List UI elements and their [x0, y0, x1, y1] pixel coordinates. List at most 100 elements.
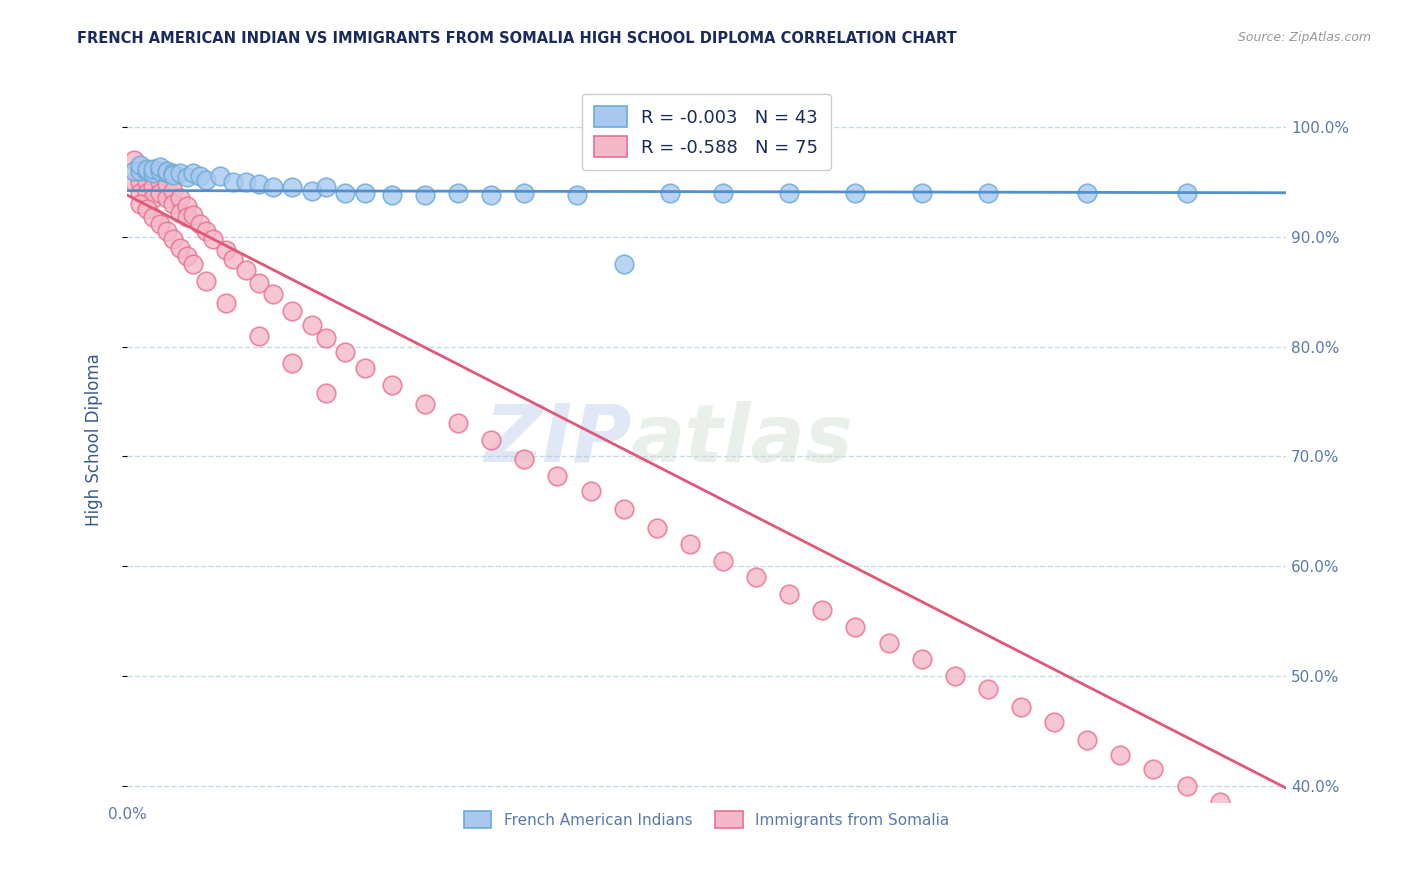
Point: [911, 186, 934, 200]
Point: [844, 186, 866, 200]
Point: [645, 521, 668, 535]
Text: atlas: atlas: [631, 401, 853, 479]
Point: [135, 161, 157, 176]
Point: [262, 286, 284, 301]
Point: [156, 163, 179, 178]
Point: [129, 196, 152, 211]
Point: [877, 636, 900, 650]
Point: [122, 175, 145, 189]
Point: [281, 304, 304, 318]
Point: [162, 184, 184, 198]
Point: [235, 262, 257, 277]
Text: FRENCH AMERICAN INDIAN VS IMMIGRANTS FROM SOMALIA HIGH SCHOOL DIPLOMA CORRELATIO: FRENCH AMERICAN INDIAN VS IMMIGRANTS FRO…: [77, 31, 957, 46]
Point: [579, 484, 602, 499]
Point: [195, 172, 218, 186]
Point: [162, 196, 184, 211]
Point: [135, 175, 157, 189]
Point: [149, 161, 172, 175]
Point: [195, 224, 218, 238]
Point: [315, 331, 337, 345]
Point: [222, 175, 245, 189]
Point: [479, 433, 502, 447]
Point: [222, 252, 245, 266]
Point: [315, 385, 337, 400]
Point: [1109, 747, 1132, 762]
Point: [911, 652, 934, 666]
Point: [335, 345, 357, 359]
Point: [176, 210, 198, 224]
Point: [162, 166, 184, 180]
Point: [142, 166, 165, 180]
Point: [315, 180, 337, 194]
Point: [613, 257, 636, 271]
Point: [247, 328, 270, 343]
Point: [977, 682, 1000, 697]
Point: [413, 396, 436, 410]
Point: [188, 217, 211, 231]
Point: [447, 417, 470, 431]
Point: [135, 186, 157, 200]
Point: [129, 163, 152, 178]
Point: [215, 243, 238, 257]
Point: [149, 217, 172, 231]
Point: [176, 199, 198, 213]
Point: [613, 502, 636, 516]
Point: [156, 177, 179, 191]
Point: [844, 619, 866, 633]
Text: ZIP: ZIP: [484, 401, 631, 479]
Point: [1209, 795, 1232, 809]
Point: [745, 570, 768, 584]
Point: [778, 186, 800, 200]
Point: [176, 249, 198, 263]
Point: [208, 169, 231, 184]
Point: [281, 356, 304, 370]
Point: [711, 554, 734, 568]
Point: [335, 186, 357, 200]
Point: [156, 166, 179, 180]
Point: [149, 186, 172, 200]
Point: [447, 186, 470, 200]
Point: [567, 188, 589, 202]
Point: [546, 469, 568, 483]
Point: [142, 169, 165, 184]
Point: [169, 191, 191, 205]
Point: [181, 166, 204, 180]
Point: [977, 186, 1000, 200]
Point: [1076, 186, 1098, 200]
Point: [181, 208, 204, 222]
Point: [188, 169, 211, 184]
Point: [659, 186, 682, 200]
Point: [247, 177, 270, 191]
Point: [149, 163, 172, 178]
Text: Source: ZipAtlas.com: Source: ZipAtlas.com: [1237, 31, 1371, 45]
Point: [129, 175, 152, 189]
Point: [381, 378, 404, 392]
Point: [1076, 732, 1098, 747]
Point: [202, 232, 225, 246]
Point: [142, 161, 165, 176]
Point: [711, 186, 734, 200]
Point: [215, 295, 238, 310]
Point: [513, 186, 536, 200]
Point: [235, 175, 257, 189]
Point: [1142, 762, 1164, 776]
Point: [156, 191, 179, 205]
Point: [142, 180, 165, 194]
Point: [169, 205, 191, 219]
Point: [1175, 186, 1198, 200]
Point: [513, 451, 536, 466]
Point: [122, 163, 145, 178]
Point: [301, 318, 323, 332]
Point: [129, 158, 152, 172]
Point: [354, 186, 377, 200]
Point: [149, 175, 172, 189]
Point: [129, 163, 152, 178]
Point: [679, 537, 702, 551]
Point: [156, 224, 179, 238]
Point: [1010, 699, 1032, 714]
Point: [1043, 715, 1066, 730]
Y-axis label: High School Diploma: High School Diploma: [86, 353, 103, 526]
Point: [354, 361, 377, 376]
Point: [301, 184, 323, 198]
Point: [129, 186, 152, 200]
